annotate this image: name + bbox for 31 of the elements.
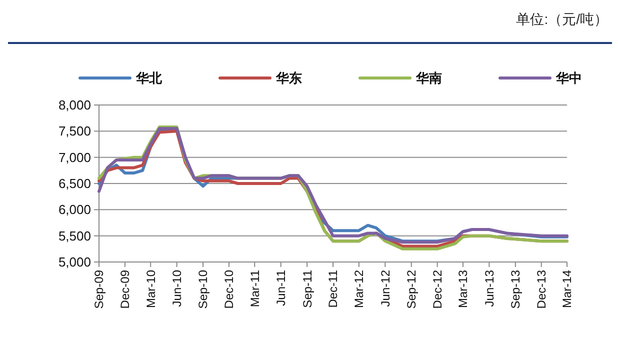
x-tick-label: Sep-12 (404, 270, 419, 309)
x-tick-label: Dec-13 (534, 270, 549, 309)
x-tick-label: Jun-13 (482, 270, 496, 307)
x-tick-label: Jun-11 (274, 270, 288, 306)
x-tick-label: Sep-11 (300, 270, 314, 308)
legend-label: 华北 (135, 70, 163, 86)
x-tick-label: Dec-11 (326, 270, 340, 308)
x-tick-label: Jun-12 (378, 270, 392, 307)
y-tick-label: 7,500 (58, 124, 91, 139)
x-tick-label: Dec-09 (118, 270, 132, 309)
x-tick-label: Mar-10 (144, 270, 158, 308)
legend-label: 华中 (555, 70, 582, 86)
y-tick-label: 7,000 (58, 150, 91, 165)
x-tick-label: Jun-10 (170, 270, 184, 307)
x-tick-label: Sep-09 (92, 270, 106, 309)
y-tick-label: 8,000 (58, 98, 91, 113)
x-tick-label: Dec-10 (222, 270, 236, 309)
x-tick-label: Mar-11 (248, 270, 262, 308)
x-tick-label: Mar-12 (352, 270, 366, 308)
x-tick-label: Mar-14 (560, 270, 574, 308)
x-tick-label: Mar-13 (456, 270, 470, 308)
y-tick-label: 5,500 (58, 228, 91, 244)
y-tick-label: 5,000 (58, 254, 91, 270)
y-tick-label: 6,500 (58, 176, 91, 192)
legend-label: 华东 (275, 70, 302, 86)
y-tick-label: 6,000 (58, 202, 91, 218)
x-tick-label: Sep-13 (508, 270, 523, 309)
x-tick-label: Dec-12 (430, 270, 445, 309)
x-tick-label: Sep-10 (196, 270, 210, 309)
text: 单位:（元/吨） (516, 11, 608, 27)
legend-label: 华南 (415, 70, 442, 86)
